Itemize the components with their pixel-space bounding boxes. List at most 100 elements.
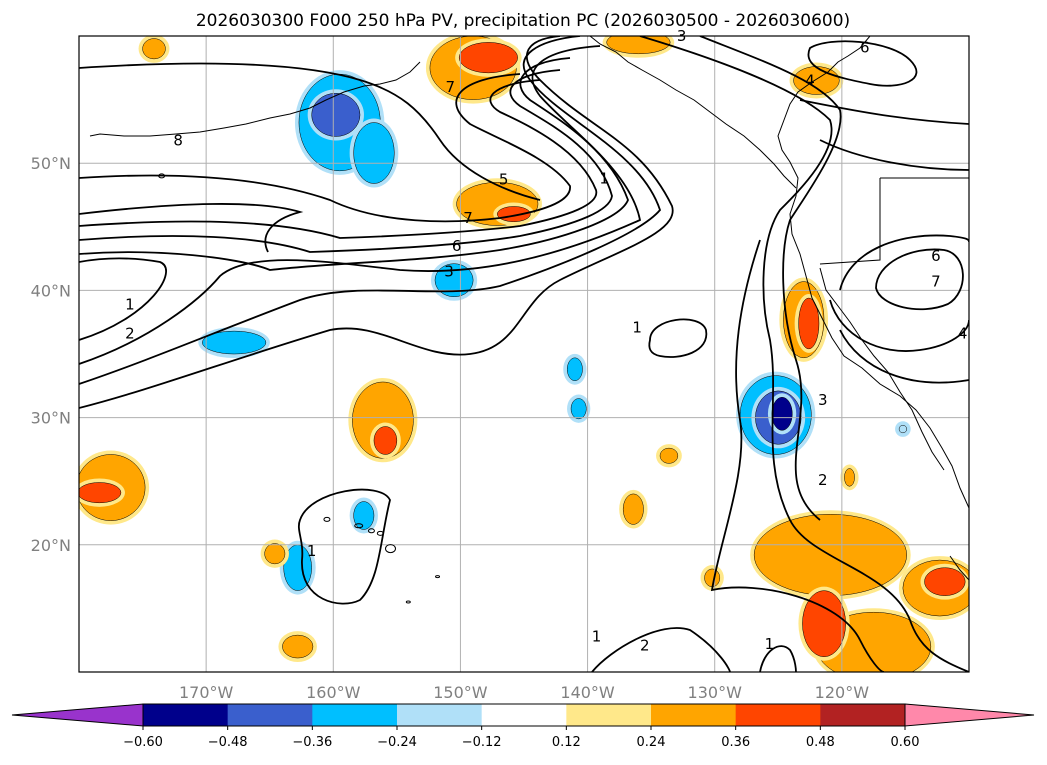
contour-label: 1 (307, 542, 317, 560)
contour-label: 2 (125, 325, 135, 343)
coastline (819, 178, 881, 265)
pv-contour (79, 69, 613, 253)
chart-title: 2026030300 F000 250 hPa PV, precipitatio… (196, 11, 850, 31)
contour-label: 1 (125, 295, 135, 313)
pv-contour (79, 79, 598, 239)
pv-contour (79, 45, 642, 365)
pv-contour (807, 40, 918, 87)
coastline (819, 267, 945, 471)
island (405, 600, 411, 604)
precip-region (282, 634, 314, 659)
precip-region (353, 122, 395, 184)
precip-region (79, 482, 122, 504)
map-area (79, 36, 969, 672)
precip-region (844, 468, 855, 487)
colorbar-tick-label: 0.36 (721, 735, 750, 750)
lon-tick-label: 170°W (179, 683, 234, 702)
pv-contour (875, 248, 964, 311)
colorbar-tick-label: −0.12 (462, 735, 502, 750)
lat-tick-label: 20°N (31, 536, 71, 555)
contour-label: 4 (805, 72, 815, 90)
colorbar: −0.60 −0.48 −0.36 −0.24 −0.12 0.12 0.24 0.36 0.4… (11, 703, 1035, 750)
island (367, 528, 375, 534)
pv-contour (79, 73, 571, 223)
precip-region (570, 398, 587, 420)
pv-contour (648, 318, 708, 358)
contour-label: 3 (818, 391, 828, 409)
colorbar-segment (227, 704, 313, 726)
pv-contour (799, 99, 969, 125)
precip-region (566, 357, 583, 381)
colorbar-segment (820, 704, 906, 726)
pv-contour (79, 62, 541, 201)
colorbar-segment (481, 704, 567, 726)
contour-label: 6 (452, 237, 462, 255)
colorbar-segment (143, 704, 229, 726)
pv-contour (839, 329, 969, 384)
pv-contour (79, 57, 629, 271)
pv-contour (298, 488, 391, 605)
lat-tick-label: 30°N (31, 409, 71, 428)
island (323, 516, 331, 522)
map-frame (78, 35, 970, 673)
contour-label: 4 (958, 325, 968, 343)
colorbar-tick-label: −0.36 (292, 735, 332, 750)
island (435, 575, 441, 579)
contour-label: 6 (860, 38, 870, 56)
contour-label: 1 (765, 635, 775, 653)
coastline (777, 36, 969, 509)
colorbar-extend-max (904, 703, 1035, 727)
coastline (949, 555, 969, 581)
precip-region (353, 501, 375, 530)
pv-contour (79, 36, 674, 409)
pv-contour (639, 36, 969, 672)
coastlines (89, 36, 969, 604)
lon-tick-label: 140°W (560, 683, 615, 702)
contour-label: 3 (444, 262, 454, 280)
contour-label: 8 (173, 131, 183, 149)
contour-label: 1 (632, 318, 642, 336)
coastline (589, 36, 797, 189)
colorbar-extend-min (11, 703, 144, 727)
colorbar-tick-label: −0.48 (208, 735, 248, 750)
precip-region (622, 493, 644, 525)
precip-region (798, 297, 820, 350)
colorbar-segment (312, 704, 398, 726)
contour-label: 7 (463, 209, 473, 227)
colorbar-segment (651, 704, 737, 726)
lat-tick-label: 40°N (31, 281, 71, 300)
colorbar-segment (397, 704, 483, 726)
axis-ticks: 170°W 160°W 150°W 140°W 130°W 120°W 50°N 40°N 30… (31, 154, 870, 702)
pv-contour (829, 299, 969, 352)
pv-contour (839, 234, 969, 291)
colorbar-tick-label: 0.48 (806, 735, 835, 750)
precip-region (924, 567, 966, 596)
precip-region (311, 92, 361, 137)
contour-label: 2 (640, 636, 650, 654)
colorbar-segment (735, 704, 821, 726)
island (385, 544, 396, 554)
pv-contour (79, 36, 662, 385)
colorbar-tick-label: −0.24 (377, 735, 417, 750)
precip-region (434, 263, 474, 298)
precip-region (771, 396, 793, 431)
pv-contours (79, 36, 969, 672)
coastline (89, 61, 421, 137)
contour-label: 6 (931, 247, 941, 265)
gridlines (79, 36, 969, 672)
pv-contour (710, 239, 885, 672)
precip-region (373, 426, 398, 455)
pv-contour (79, 203, 304, 253)
pv-contour (819, 139, 969, 171)
precip-region (802, 590, 846, 657)
colorbar-segment (566, 704, 652, 726)
pv-contour (79, 257, 167, 341)
contour-label: 1 (592, 627, 602, 645)
lon-tick-label: 150°W (433, 683, 488, 702)
precip-region (458, 42, 518, 74)
pv-contour (591, 627, 731, 672)
colorbar-tick-label: −0.60 (123, 735, 163, 750)
contour-label: 1 (599, 169, 609, 187)
contour-label: 7 (931, 272, 941, 290)
contour-label: 2 (818, 471, 828, 489)
